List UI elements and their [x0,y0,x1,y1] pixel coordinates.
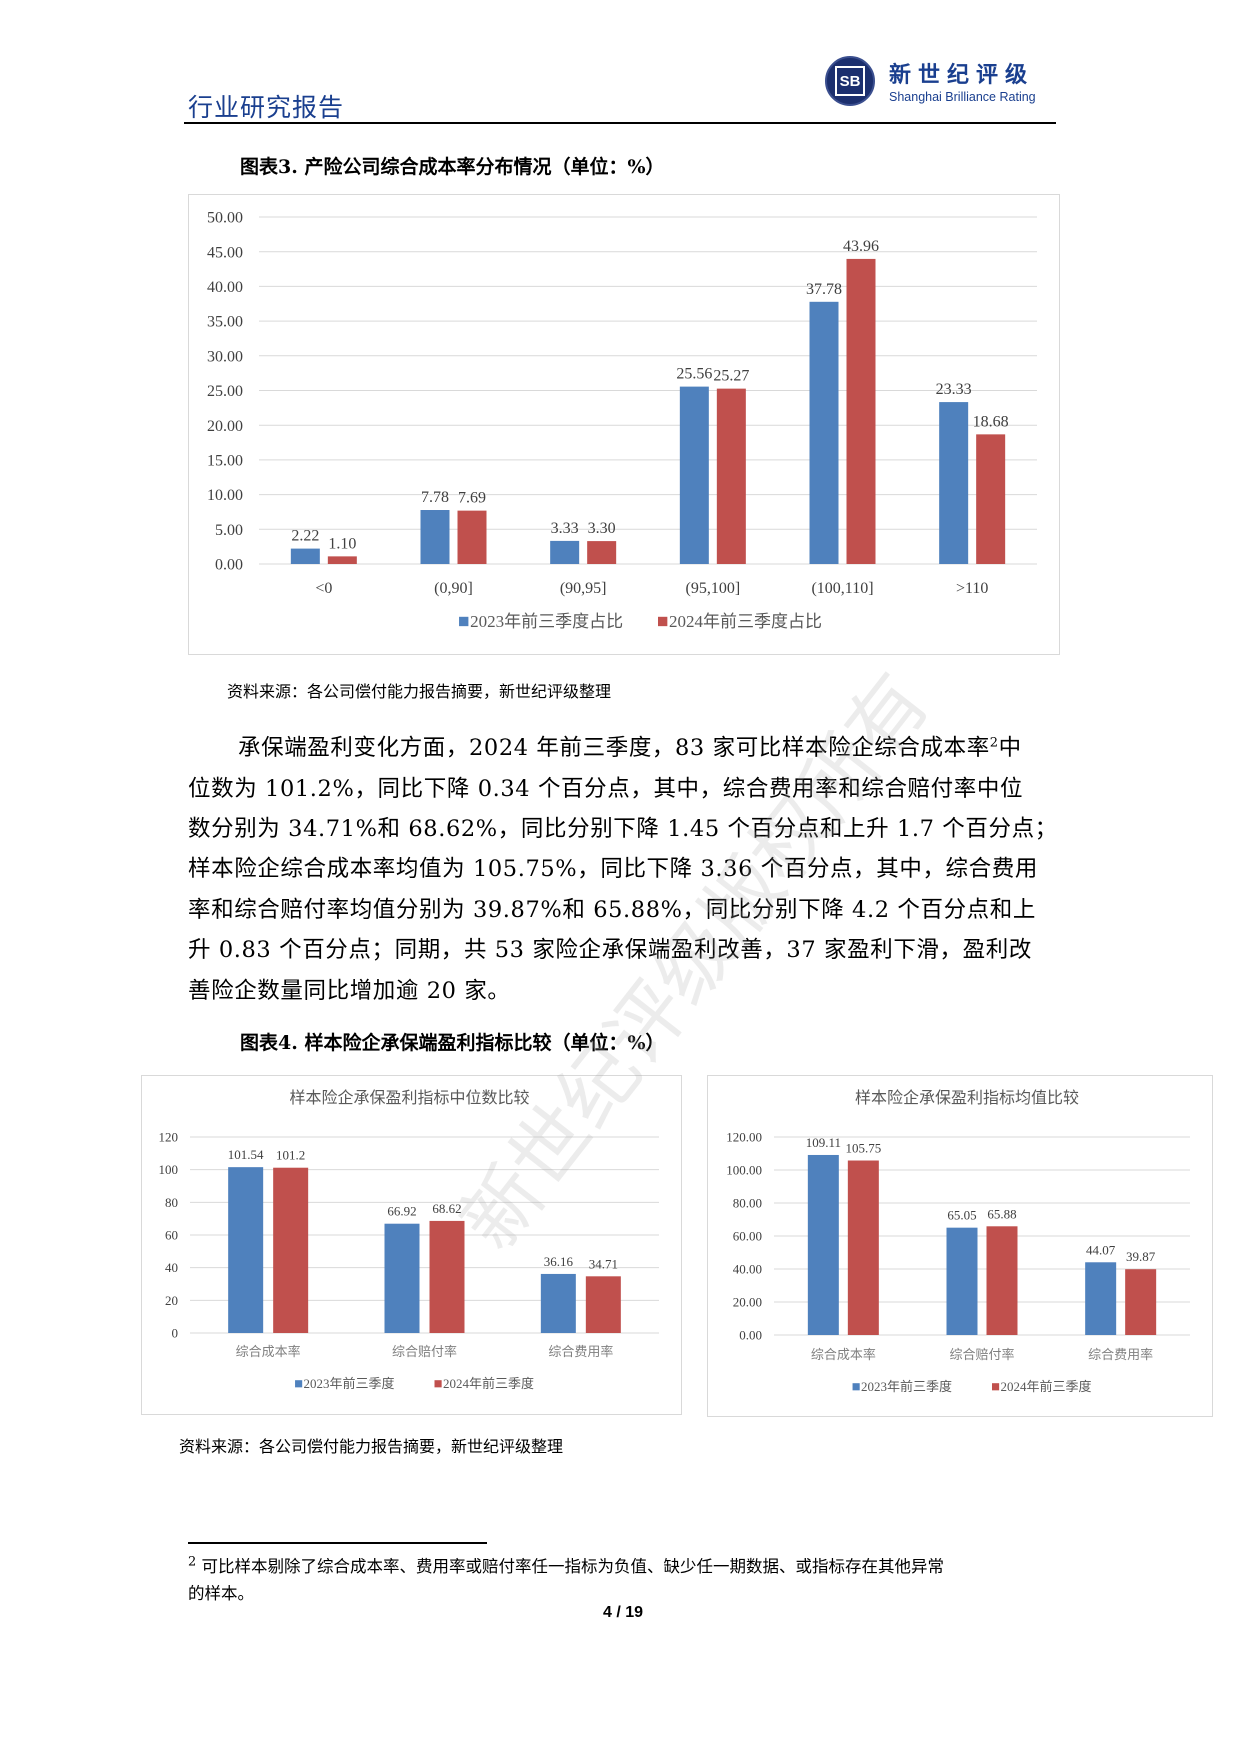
figure3-source: 资料来源：各公司偿付能力报告摘要，新世纪评级整理 [227,682,612,701]
footnote-divider [188,1542,487,1544]
footnote-line: 的样本。 [188,1584,254,1603]
paragraph-text: 中 [998,735,1022,761]
mean-chart-frame [707,1075,1213,1417]
logo-mark: SB [835,66,865,96]
report-type-title: 行业研究报告 [188,93,345,122]
paragraph-line: 承保端盈利变化方面，2024 年前三季度，83 家可比样本险企综合成本率2中 [238,730,1022,762]
median-chart-frame [141,1075,682,1415]
footnote-ref[interactable]: 2 [989,735,999,751]
brand-logo: SB [825,56,875,106]
figure4-title: 图表4. 样本险企承保端盈利指标比较（单位：%） [240,1032,665,1054]
footnote-text: 可比样本剔除了综合成本率、费用率或赔付率任一指标为负值、缺少任一期数据、或指标存… [201,1557,945,1576]
paragraph-text: 承保端盈利变化方面，2024 年前三季度，83 家可比样本险企综合成本率 [238,735,990,761]
footnote-line: 2 可比样本剔除了综合成本率、费用率或赔付率任一指标为负值、缺少任一期数据、或指… [188,1553,944,1577]
brand-name-cn: 新世纪评级 [889,62,1035,88]
paragraph-line: 样本险企综合成本率均值为 105.75%，同比下降 3.36 个百分点，其中，综… [188,856,1038,882]
footnote-mark: 2 [188,1554,197,1570]
figure3-chart-frame [188,194,1060,655]
paragraph-line: 位数为 101.2%，同比下降 0.34 个百分点，其中，综合费用率和综合赔付率… [188,776,1024,802]
paragraph-line: 率和综合赔付率均值分别为 39.87%和 65.88%，同比分别下降 4.2 个… [188,897,1036,923]
paragraph-line: 数分别为 34.71%和 68.62%，同比分别下降 1.45 个百分点和上升 … [188,816,1058,842]
page-number: 4 / 19 [602,1604,644,1621]
brand-name-en: Shanghai Brilliance Rating [889,90,1036,104]
figure3-title: 图表3. 产险公司综合成本率分布情况（单位：%） [240,156,665,178]
header-divider [184,122,1056,124]
paragraph-line: 善险企数量同比增加逾 20 家。 [188,978,511,1004]
figure4-source: 资料来源：各公司偿付能力报告摘要，新世纪评级整理 [179,1437,564,1456]
paragraph-line: 升 0.83 个百分点；同期，共 53 家险企承保端盈利改善，37 家盈利下滑，… [188,937,1032,963]
